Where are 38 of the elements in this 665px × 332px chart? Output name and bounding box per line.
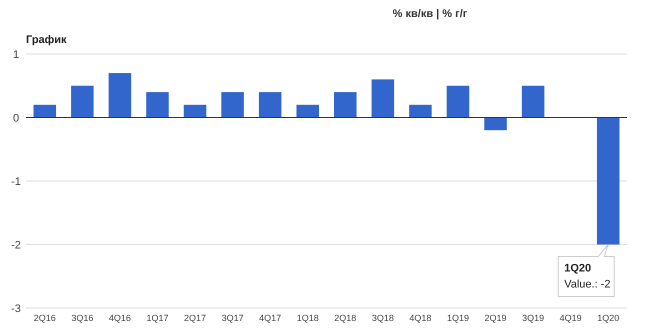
bar bbox=[258, 92, 282, 118]
y-tick-label: 1 bbox=[12, 49, 20, 61]
bar bbox=[34, 104, 56, 118]
y-tick-label: -3 bbox=[11, 303, 21, 315]
x-tick-label: 3Q16 bbox=[71, 313, 94, 323]
chart-title: График bbox=[26, 34, 68, 46]
x-tick-label: 1Q19 bbox=[446, 313, 469, 323]
x-tick-label: 1Q20 bbox=[597, 313, 620, 323]
bar bbox=[108, 73, 132, 118]
bar bbox=[296, 104, 319, 118]
x-tick-label: 2Q19 bbox=[484, 313, 507, 323]
y-tick-label: 0 bbox=[12, 112, 20, 124]
x-tick-label: 4Q18 bbox=[409, 313, 432, 323]
bar bbox=[409, 104, 432, 118]
y-tick-label: -1 bbox=[11, 176, 21, 188]
x-tick-label: 3Q17 bbox=[222, 313, 244, 323]
x-tick-label: 2Q17 bbox=[184, 313, 206, 323]
bar bbox=[446, 86, 470, 118]
x-tick-label: 4Q17 bbox=[259, 313, 282, 323]
x-tick-label: 1Q17 bbox=[146, 313, 168, 323]
bar bbox=[221, 92, 244, 118]
x-tick-label: 4Q19 bbox=[560, 313, 582, 323]
x-tick-label: 3Q19 bbox=[522, 313, 544, 323]
bar bbox=[484, 118, 507, 130]
x-tick-label: 2Q18 bbox=[334, 313, 356, 323]
x-tick-label: 3Q18 bbox=[372, 313, 394, 323]
chart-subtitle: % кв/кв | % г/г bbox=[392, 8, 468, 20]
annotation: 1Q20 Value.: -2 bbox=[564, 262, 610, 290]
bar bbox=[146, 92, 169, 118]
y-tick-label: -2 bbox=[11, 240, 21, 252]
bar bbox=[334, 92, 357, 118]
x-tick-label: 4Q16 bbox=[108, 313, 131, 323]
x-tick-label: 1Q18 bbox=[296, 313, 319, 323]
bar bbox=[71, 86, 94, 118]
bar bbox=[522, 86, 544, 118]
bar bbox=[372, 79, 394, 118]
bar bbox=[184, 104, 206, 118]
x-tick-label: 2Q16 bbox=[34, 313, 56, 323]
